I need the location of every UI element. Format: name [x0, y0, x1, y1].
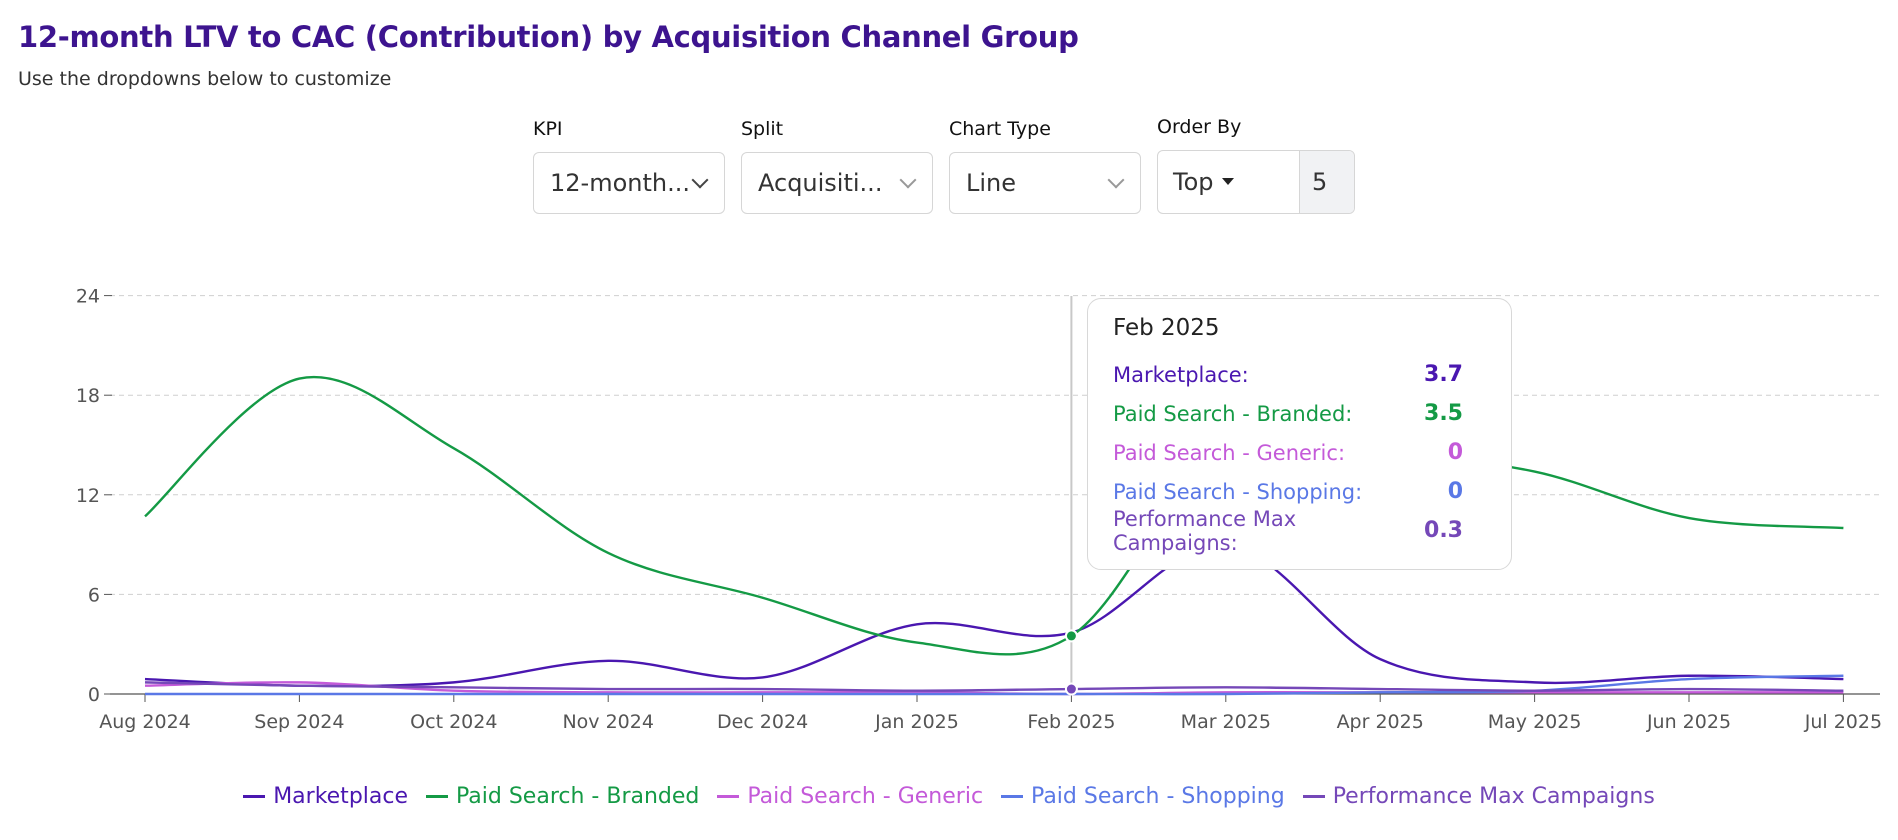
order-by-label: Order By: [1157, 116, 1242, 138]
legend-item[interactable]: Paid Search - Branded: [426, 784, 699, 809]
tooltip-series-value: 0: [1447, 479, 1463, 504]
tooltip-series-value: 3.7: [1424, 362, 1463, 387]
tooltip-row: Performance Max Campaigns: 0.3: [1113, 507, 1487, 555]
order-direction-dropdown[interactable]: Top: [1158, 151, 1300, 213]
legend-line-icon: [426, 795, 449, 798]
legend-item[interactable]: Paid Search - Shopping: [1001, 784, 1285, 809]
y-tick-label: 12: [76, 485, 100, 507]
tooltip-row: Paid Search - Shopping: 0: [1113, 472, 1487, 511]
x-tick-label: Jul 2025: [1804, 711, 1882, 733]
chart-type-dropdown[interactable]: Line: [949, 152, 1141, 214]
legend-item[interactable]: Performance Max Campaigns: [1302, 784, 1655, 809]
split-value: Acquisiti...: [758, 169, 883, 197]
hover-point: [1064, 629, 1078, 643]
x-tick-label: Nov 2024: [562, 711, 653, 733]
series-line-performance-max-campaigns[interactable]: [144, 681, 1844, 692]
legend-item[interactable]: Paid Search - Generic: [717, 784, 983, 809]
tooltip-series-name: Paid Search - Generic:: [1113, 440, 1346, 465]
tooltip-rows: Marketplace: 3.7 Paid Search - Branded: 3.5…: [1113, 355, 1487, 555]
legend-line-icon: [1001, 795, 1024, 798]
grid-lines: [110, 295, 1880, 595]
series-line-marketplace[interactable]: [144, 543, 1844, 688]
kpi-value: 12-month...: [550, 169, 690, 197]
legend-line-icon: [1302, 795, 1325, 798]
y-tick-label: 18: [76, 385, 100, 407]
order-count-input[interactable]: 5: [1300, 151, 1354, 213]
tooltip-series-name: Paid Search - Branded:: [1113, 401, 1353, 426]
tooltip-series-value: 0: [1447, 440, 1463, 465]
hover-tooltip: Feb 2025 Marketplace: 3.7 Paid Search - Br…: [1087, 298, 1512, 570]
chart-type-control: Chart Type Line: [949, 118, 1141, 214]
legend-label: Paid Search - Generic: [747, 784, 984, 809]
tooltip-series-value: 3.5: [1424, 401, 1463, 426]
x-tick-label: Jun 2025: [1646, 711, 1731, 733]
tooltip-row: Paid Search - Generic: 0: [1113, 433, 1487, 472]
tooltip-row: Marketplace: 3.7: [1113, 355, 1487, 394]
legend-label: Marketplace: [273, 784, 409, 809]
chart-type-value: Line: [966, 169, 1017, 197]
x-tick-label: Mar 2025: [1181, 711, 1271, 733]
series-line-paid-search-branded[interactable]: [144, 375, 1844, 656]
caret-down-icon: [1221, 177, 1234, 185]
split-dropdown[interactable]: Acquisiti...: [741, 152, 933, 214]
split-label: Split: [741, 118, 784, 140]
tooltip-series-name: Paid Search - Shopping:: [1113, 479, 1363, 504]
axes: 0 6 12 18 24 Aug 2024 Sep 2024 Oct 2024 Nov 2024…: [76, 286, 1882, 733]
legend-label: Paid Search - Branded: [456, 784, 700, 809]
x-tick-label: Jan 2025: [874, 711, 959, 733]
order-by-group: Top 5: [1157, 150, 1355, 214]
legend-item[interactable]: Marketplace: [243, 784, 408, 809]
x-tick-label: Aug 2024: [99, 711, 191, 733]
series-lines: [144, 375, 1844, 696]
tooltip-series-name: Performance Max Campaigns:: [1113, 506, 1297, 555]
kpi-dropdown[interactable]: 12-month...: [533, 152, 725, 214]
chart-title: 12-month LTV to CAC (Contribution) by Ac…: [18, 20, 1079, 54]
kpi-label: KPI: [533, 118, 563, 140]
x-tick-label: Sep 2024: [254, 711, 344, 733]
kpi-control: KPI 12-month...: [533, 118, 725, 214]
tooltip-title: Feb 2025: [1113, 315, 1220, 341]
x-tick-label: Apr 2025: [1337, 711, 1424, 733]
tooltip-row: Paid Search - Branded: 3.5: [1113, 394, 1487, 433]
order-direction-value: Top: [1173, 168, 1214, 196]
x-tick-label: May 2025: [1488, 711, 1582, 733]
y-tick-label: 24: [76, 286, 100, 308]
y-tick-label: 6: [88, 584, 100, 606]
legend-label: Performance Max Campaigns: [1332, 784, 1655, 809]
x-tick-label: Oct 2024: [410, 711, 497, 733]
order-by-control: Order By Top 5: [1157, 116, 1355, 214]
hover-markers: [1064, 296, 1078, 696]
x-tick-label: Dec 2024: [717, 711, 808, 733]
hover-point: [1064, 682, 1078, 696]
y-tick-label: 0: [88, 684, 100, 706]
x-tick-label: Feb 2025: [1027, 711, 1115, 733]
legend-label: Paid Search - Shopping: [1031, 784, 1285, 809]
chart-legend: Marketplace Paid Search - Branded Paid Sea…: [0, 784, 1898, 809]
tooltip-series-name: Marketplace:: [1113, 362, 1249, 387]
chart-type-label: Chart Type: [949, 118, 1051, 140]
legend-line-icon: [717, 795, 740, 798]
split-control: Split Acquisiti...: [741, 118, 933, 214]
chart-subtitle: Use the dropdowns below to customize: [18, 68, 392, 90]
tooltip-series-value: 0.3: [1424, 518, 1463, 543]
legend-line-icon: [243, 795, 266, 798]
